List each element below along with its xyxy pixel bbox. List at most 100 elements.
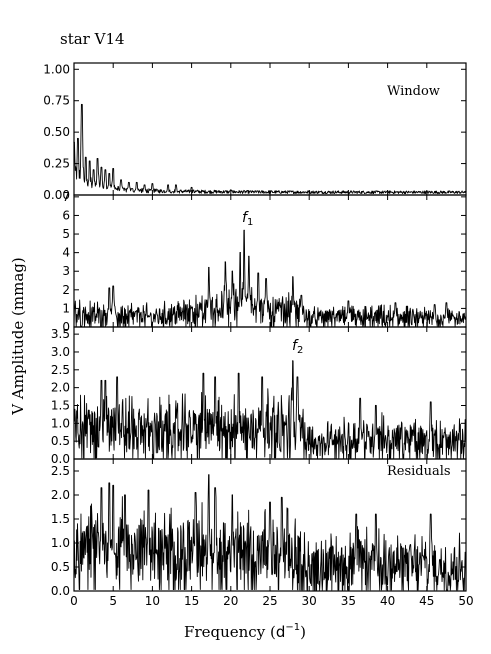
- peak-point: [430, 401, 432, 403]
- panel-3: 0.0 0.5 1.0 1.5 2.0 2.5 0 5 10 15 20 25 30 35 40 45 50 Re…: [51, 458, 474, 608]
- y-tick-label: 0.25: [43, 157, 70, 171]
- peak-point: [257, 272, 259, 274]
- series-line-1: [73, 229, 467, 327]
- peak-point: [85, 156, 87, 158]
- y-tick-label: 4: [62, 246, 70, 260]
- peak-point: [143, 184, 146, 186]
- panel-0: 0.00 0.25 0.50 0.75 1.00 Window: [43, 62, 467, 202]
- peak-point: [347, 300, 349, 302]
- peak-point: [430, 513, 432, 515]
- peak-point: [292, 276, 294, 278]
- y-tick-label: 2.5: [51, 363, 70, 377]
- y-tick-label: 0.0: [51, 452, 70, 466]
- peak-point: [231, 494, 233, 496]
- peak-point: [375, 513, 377, 515]
- peak-point: [238, 372, 240, 374]
- series-line-2: [73, 360, 467, 459]
- peak-point: [375, 404, 377, 407]
- peak-point: [208, 266, 210, 269]
- peak-point: [208, 474, 210, 476]
- peak-point: [434, 304, 436, 306]
- panel-frame: [73, 62, 467, 196]
- peak-point: [194, 492, 197, 494]
- peak-point: [248, 255, 250, 257]
- peak-point: [96, 157, 99, 160]
- x-tick-label: 25: [262, 594, 277, 608]
- x-tick-label: 5: [109, 594, 117, 608]
- peak-point: [89, 160, 91, 162]
- y-tick-label: 0.75: [43, 94, 70, 108]
- y-axis-label: V Amplitude (mmag): [9, 257, 27, 416]
- peak-point: [100, 487, 103, 489]
- peak-point: [116, 376, 118, 378]
- peak-point: [175, 184, 177, 186]
- x-axis-label: Frequency (d−1): [184, 622, 306, 641]
- y-tick-label: 0.5: [51, 434, 70, 448]
- panel-annotation: Window: [387, 84, 440, 99]
- peak-point: [224, 261, 226, 263]
- peak-point: [265, 278, 267, 280]
- panels: 0.000.250.500.751.00Window01234567f10.00…: [43, 62, 473, 608]
- star-label: star V14: [60, 30, 125, 48]
- peak-point: [93, 169, 95, 171]
- x-tick-label: 15: [184, 594, 199, 608]
- y-tick-label: 5: [62, 227, 70, 241]
- peak-point: [136, 181, 138, 184]
- peak-point: [108, 482, 110, 484]
- y-tick-label: 1.5: [51, 398, 70, 412]
- peak-point: [300, 294, 302, 296]
- peak-point: [147, 489, 150, 491]
- x-tick-label: 40: [380, 594, 395, 608]
- x-tick-label: 20: [223, 594, 238, 608]
- peak-point: [445, 302, 447, 304]
- x-tick-label: 0: [70, 594, 78, 608]
- y-tick-label: 3.5: [51, 327, 70, 341]
- x-tick-label: 30: [302, 594, 317, 608]
- peak-point: [108, 173, 110, 175]
- peak-point: [104, 169, 106, 171]
- peak-point: [281, 496, 283, 498]
- peak-point: [167, 184, 169, 186]
- peak-point: [151, 183, 153, 185]
- peak-point: [202, 372, 204, 374]
- peak-point: [359, 397, 361, 399]
- y-tick-label: 1.0: [51, 536, 70, 550]
- y-tick-label: 2.0: [51, 381, 70, 395]
- y-tick-label: 1: [62, 301, 70, 315]
- peak-point: [100, 379, 103, 382]
- peak-point: [239, 252, 241, 254]
- y-tick-label: 1.0: [51, 416, 70, 430]
- panel-1: 0 1 2 3 4 5 6 7 f1: [62, 190, 467, 334]
- panel-annotation: Residuals: [387, 464, 451, 479]
- peak-point: [81, 103, 83, 106]
- peak-point: [108, 287, 110, 289]
- peak-point: [112, 285, 114, 287]
- panel-annotation: f1: [242, 210, 253, 228]
- peak-point: [261, 376, 263, 378]
- peak-point: [269, 501, 271, 503]
- y-tick-label: 2: [62, 283, 70, 297]
- panel-2: 0.0 0.5 1.0 1.5 2.0 2.5 3.0 3.5 f2: [51, 326, 467, 466]
- peak-point: [394, 302, 397, 304]
- peak-point: [214, 487, 216, 489]
- panel-annotation: f2: [292, 338, 303, 356]
- peak-point: [292, 360, 294, 362]
- y-tick-label: 6: [62, 208, 70, 222]
- y-tick-label: 2.5: [51, 464, 70, 478]
- y-tick-label: 0.00: [43, 188, 70, 202]
- x-tick-label: 50: [458, 594, 473, 608]
- y-tick-label: 3: [62, 264, 70, 278]
- peak-point: [231, 270, 233, 272]
- peak-point: [77, 137, 79, 140]
- peak-point: [112, 484, 114, 486]
- peak-point: [100, 166, 103, 168]
- y-tick-label: 0.0: [51, 584, 70, 598]
- y-tick-label: 3.0: [51, 345, 70, 359]
- y-tick-label: 0.5: [51, 560, 70, 574]
- x-tick-label: 35: [341, 594, 356, 608]
- series-line-3: [73, 474, 467, 591]
- peak-point: [214, 376, 216, 378]
- x-tick-label: 45: [419, 594, 434, 608]
- y-tick-label: 1.00: [43, 62, 70, 76]
